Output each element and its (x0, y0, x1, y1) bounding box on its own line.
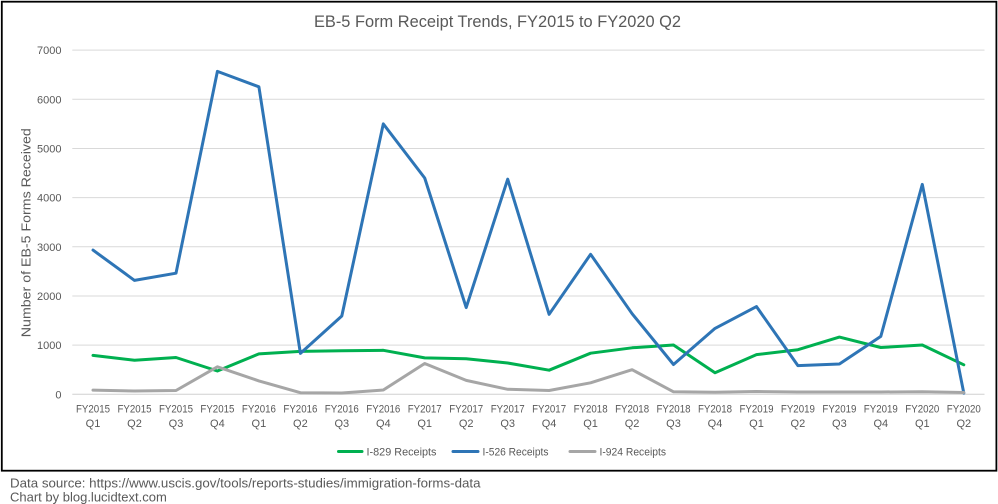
svg-text:Q1: Q1 (252, 418, 267, 430)
svg-text:I-829 Receipts: I-829 Receipts (367, 447, 437, 459)
svg-text:FY2018: FY2018 (615, 404, 649, 416)
svg-text:FY2017: FY2017 (408, 404, 442, 416)
svg-text:Q1: Q1 (915, 418, 930, 430)
svg-text:FY2018: FY2018 (698, 404, 732, 416)
svg-text:Q3: Q3 (334, 418, 349, 430)
svg-text:FY2015: FY2015 (76, 404, 110, 416)
svg-text:Q2: Q2 (956, 418, 971, 430)
svg-text:Q3: Q3 (666, 418, 681, 430)
svg-text:Q4: Q4 (873, 418, 888, 430)
svg-text:Q4: Q4 (376, 418, 391, 430)
svg-text:5000: 5000 (37, 144, 61, 156)
svg-text:Q1: Q1 (86, 418, 101, 430)
svg-text:Q1: Q1 (583, 418, 598, 430)
svg-text:4000: 4000 (37, 193, 61, 205)
svg-text:FY2016: FY2016 (242, 404, 276, 416)
svg-text:2000: 2000 (37, 291, 61, 303)
svg-text:FY2020: FY2020 (905, 404, 939, 416)
svg-text:I-924 Receipts: I-924 Receipts (600, 447, 667, 459)
svg-text:FY2017: FY2017 (491, 404, 525, 416)
svg-text:Number of EB-5 Forms Received: Number of EB-5 Forms Received (19, 128, 34, 337)
svg-text:FY2020: FY2020 (947, 404, 981, 416)
svg-text:Q3: Q3 (500, 418, 515, 430)
svg-text:Q1: Q1 (749, 418, 764, 430)
svg-text:I-526 Receipts: I-526 Receipts (483, 447, 549, 459)
svg-text:1000: 1000 (37, 340, 61, 352)
svg-text:FY2015: FY2015 (200, 404, 234, 416)
svg-text:0: 0 (55, 389, 61, 401)
svg-text:FY2016: FY2016 (325, 404, 359, 416)
svg-text:EB-5 Form Receipt Trends, FY20: EB-5 Form Receipt Trends, FY2015 to FY20… (314, 13, 681, 31)
svg-text:3000: 3000 (37, 242, 61, 254)
svg-text:FY2019: FY2019 (781, 404, 815, 416)
svg-text:Q4: Q4 (708, 418, 723, 430)
svg-text:FY2019: FY2019 (740, 404, 774, 416)
svg-text:6000: 6000 (37, 94, 61, 106)
svg-text:Q1: Q1 (417, 418, 432, 430)
svg-text:Data source: https://www.uscis: Data source: https://www.uscis.gov/tools… (10, 476, 481, 491)
svg-text:FY2015: FY2015 (118, 404, 152, 416)
svg-text:FY2017: FY2017 (532, 404, 566, 416)
svg-text:Q2: Q2 (459, 418, 474, 430)
svg-text:FY2016: FY2016 (366, 404, 400, 416)
svg-text:Q4: Q4 (542, 418, 557, 430)
svg-text:Q3: Q3 (832, 418, 847, 430)
svg-text:7000: 7000 (37, 45, 61, 57)
svg-text:FY2019: FY2019 (864, 404, 898, 416)
svg-text:Q2: Q2 (791, 418, 806, 430)
svg-text:FY2019: FY2019 (822, 404, 856, 416)
svg-text:FY2016: FY2016 (283, 404, 317, 416)
svg-text:FY2018: FY2018 (574, 404, 608, 416)
svg-text:FY2017: FY2017 (449, 404, 483, 416)
svg-text:FY2015: FY2015 (159, 404, 193, 416)
svg-text:Q3: Q3 (169, 418, 184, 430)
svg-text:Chart by blog.lucidtext.com: Chart by blog.lucidtext.com (10, 490, 167, 504)
svg-text:Q2: Q2 (625, 418, 640, 430)
svg-text:Q4: Q4 (210, 418, 225, 430)
svg-text:FY2018: FY2018 (657, 404, 691, 416)
svg-text:Q2: Q2 (293, 418, 308, 430)
svg-text:Q2: Q2 (127, 418, 142, 430)
